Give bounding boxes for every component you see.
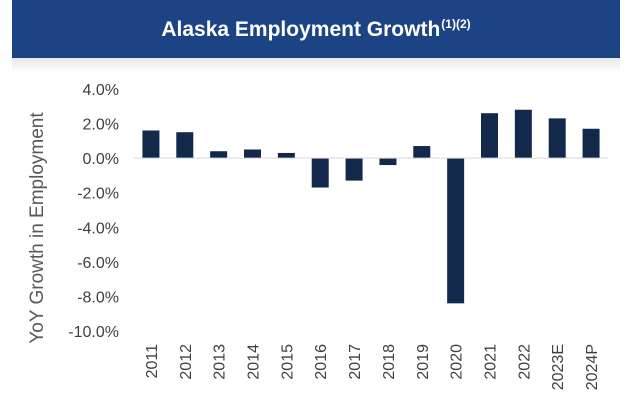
bar-2023E <box>548 118 566 159</box>
bar-2015 <box>277 152 295 159</box>
y-tick-label: 0.0% <box>83 151 119 168</box>
x-tick-label: 2016 <box>313 344 330 380</box>
x-tick-label: 2015 <box>279 344 296 380</box>
bar-2021 <box>481 113 498 159</box>
x-tick-label: 2020 <box>449 344 466 380</box>
chart-title: Alaska Employment Growth(1)(2) <box>161 16 471 41</box>
x-tick-label: 2022 <box>516 344 533 380</box>
x-tick-label: 2013 <box>212 344 229 380</box>
bar-2012 <box>176 132 194 159</box>
bar-2019 <box>413 146 431 159</box>
y-tick-label: -2.0% <box>77 186 119 203</box>
y-tick-label: -10.0% <box>68 324 119 341</box>
bar-2013 <box>210 151 228 159</box>
x-axis-ticks: 2011 2012 2013 2014 2015 2016 2017 2018 2019 2020… <box>144 344 601 390</box>
bar-2016 <box>311 158 329 188</box>
title-bar: Alaska Employment Growth(1)(2) <box>12 0 620 58</box>
bar-2011 <box>142 130 160 159</box>
bar-2024P <box>582 128 600 159</box>
bar-2022 <box>514 109 532 159</box>
bars <box>142 109 600 304</box>
x-tick-label: 2012 <box>178 344 195 380</box>
x-tick-label: 2014 <box>246 344 263 380</box>
bar-2020 <box>447 158 465 304</box>
x-tick-label: 2019 <box>415 344 432 380</box>
title-footnotes: (1)(2) <box>441 16 471 31</box>
x-tick-label: 2021 <box>483 344 500 380</box>
y-tick-label: -6.0% <box>77 255 119 272</box>
x-tick-label: 2011 <box>144 344 161 379</box>
x-tick-label: 2017 <box>347 344 364 380</box>
x-tick-label: 2018 <box>381 344 398 380</box>
x-tick-label: 2023E <box>550 344 567 390</box>
y-axis-label: YoY Growth in Employment <box>27 112 48 344</box>
bar-2017 <box>345 158 363 181</box>
y-tick-label: -8.0% <box>77 289 119 306</box>
y-tick-label: 2.0% <box>83 117 119 134</box>
bar-2014 <box>244 149 261 159</box>
y-tick-label: 4.0% <box>83 82 119 99</box>
y-axis-ticks: 4.0% 2.0% 0.0% -2.0% -4.0% -6.0% -8.0% -10.0% <box>68 82 119 341</box>
x-tick-label: 2024P <box>584 344 601 390</box>
title-shadow <box>12 58 620 72</box>
bar-2018 <box>379 158 397 166</box>
y-tick-label: -4.0% <box>77 220 119 237</box>
